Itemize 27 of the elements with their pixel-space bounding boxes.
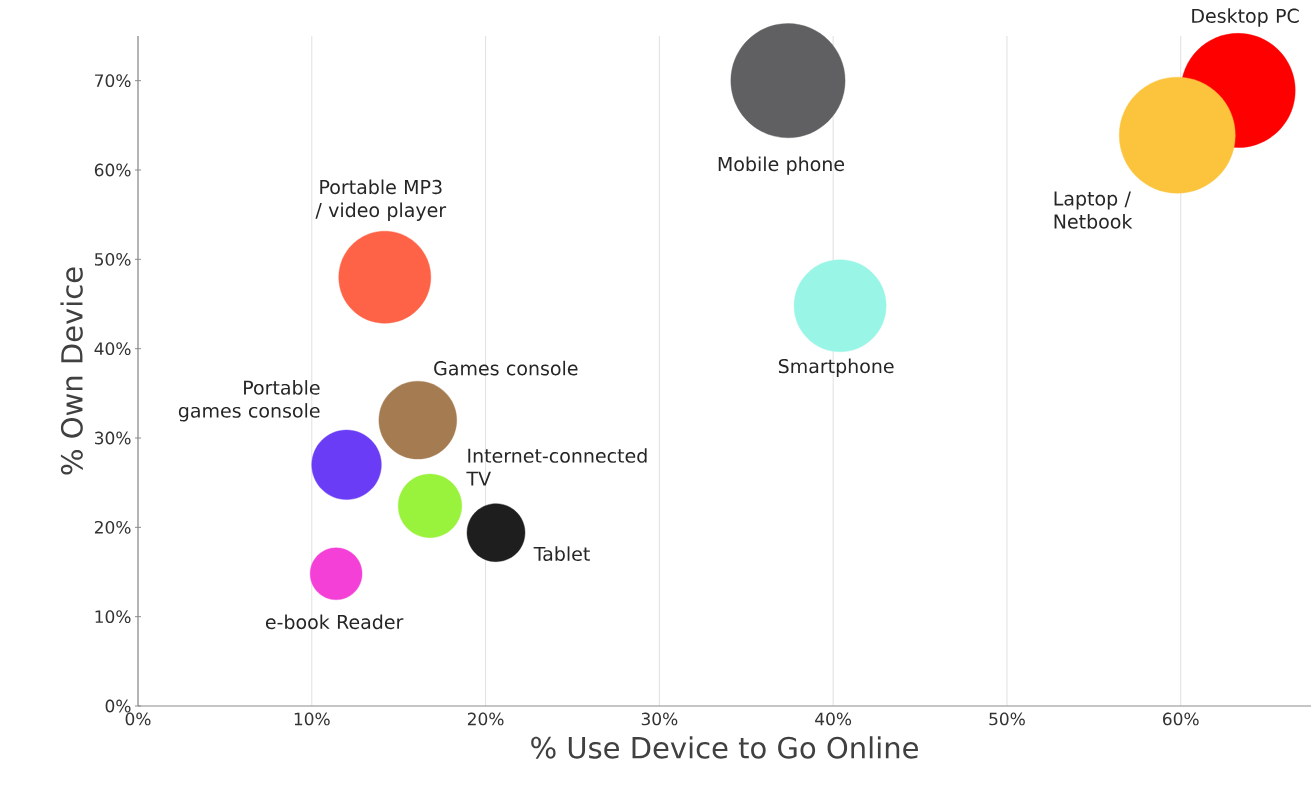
series-label: e-book Reader bbox=[265, 614, 404, 630]
y-tick-label: 30% bbox=[94, 431, 131, 445]
y-tick-label: 10% bbox=[95, 610, 131, 624]
y-tick-label: 20% bbox=[94, 520, 131, 534]
x-tick-label: 50% bbox=[989, 712, 1025, 726]
series-label: Games console bbox=[434, 360, 578, 376]
x-tick-label: 30% bbox=[641, 712, 678, 726]
y-tick-label: 40% bbox=[94, 342, 131, 356]
y-tick-label: 0% bbox=[105, 699, 131, 713]
y-tick-label: 70% bbox=[95, 74, 131, 88]
legend-label: Tablet bbox=[533, 546, 590, 562]
series-label: Smartphone bbox=[778, 358, 894, 377]
series-label: Desktop PC bbox=[1192, 8, 1299, 27]
x-tick-label: 10% bbox=[294, 712, 330, 726]
y-tick-label: 60% bbox=[94, 163, 131, 177]
x-tick-label: 20% bbox=[467, 712, 504, 726]
series-label: Mobile phone bbox=[718, 156, 845, 175]
x-tick-label: 60% bbox=[1163, 712, 1199, 726]
y-tick-label: 50% bbox=[95, 252, 131, 266]
x-tick-label: 0% bbox=[125, 712, 151, 726]
series-label: Portable games console bbox=[178, 380, 320, 422]
series-label: Internet-connected TV bbox=[466, 448, 647, 486]
x-tick-label: 40% bbox=[815, 712, 852, 726]
y-axis-title: % Own Device bbox=[60, 267, 83, 475]
x-axis-title: % Use Device to Go Online bbox=[531, 736, 918, 759]
series-label: Laptop / Netbook bbox=[1054, 191, 1133, 229]
series-label: Portable MP3 / video player bbox=[315, 179, 447, 221]
